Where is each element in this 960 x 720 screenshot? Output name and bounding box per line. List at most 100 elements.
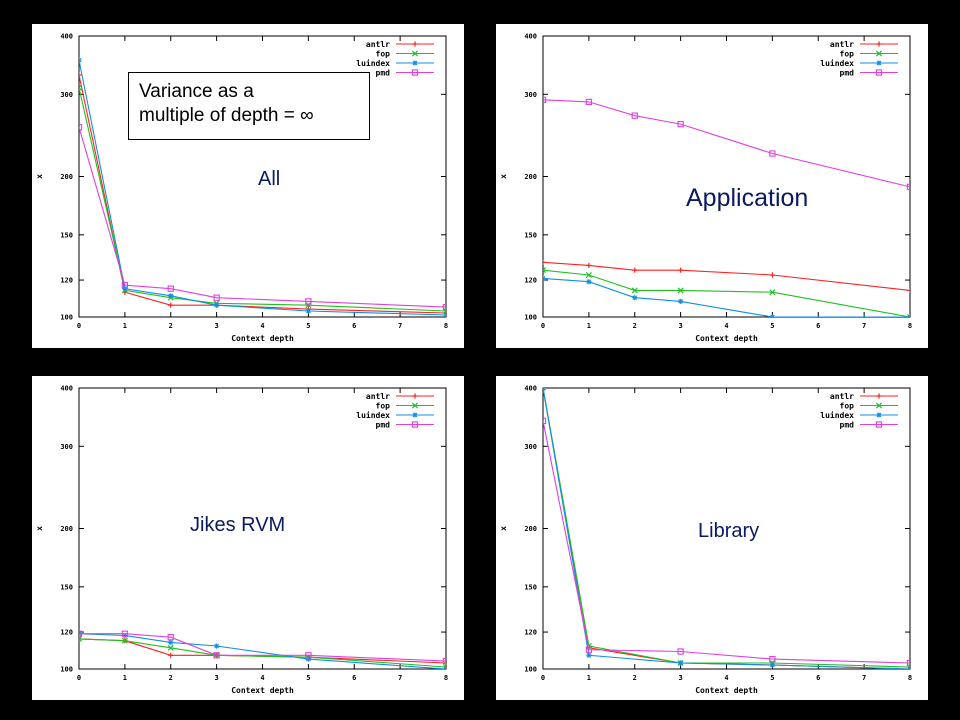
y-tick-label: 400 xyxy=(60,33,73,41)
data-point-luindex xyxy=(168,293,174,299)
x-tick-label: 4 xyxy=(260,674,264,682)
x-tick-label: 4 xyxy=(724,322,728,330)
data-point-pmd xyxy=(167,634,174,641)
data-point-pmd xyxy=(543,417,547,425)
panel-title-application: Application xyxy=(686,184,809,212)
x-tick-label: 5 xyxy=(306,322,310,330)
data-point-fop xyxy=(585,272,592,279)
data-point-pmd xyxy=(906,183,910,191)
legend-label-luindex: luindex xyxy=(356,410,390,420)
x-tick-label: 1 xyxy=(587,674,591,682)
legend-label-fop: fop xyxy=(840,50,855,59)
data-point-fop xyxy=(543,267,547,274)
x-tick-label: 0 xyxy=(77,674,81,682)
y-tick-label: 100 xyxy=(524,666,537,674)
legend-marker-luindex xyxy=(412,60,418,66)
series-line-luindex xyxy=(543,277,910,317)
panel-all: 100 120 150 200 300 400 0 1 2 3 4 5 6 7 8 Context depth… xyxy=(32,24,464,348)
legend-label-fop: fop xyxy=(376,402,391,411)
data-point-pmd xyxy=(585,646,593,653)
x-axis-label: Context depth xyxy=(695,334,758,343)
x-tick-label: 0 xyxy=(541,674,545,682)
plot-frame xyxy=(542,35,911,318)
data-point-pmd xyxy=(906,659,910,667)
series-line-luindex xyxy=(79,60,446,316)
x-axis-label: Context depth xyxy=(695,686,758,695)
legend-marker-fop xyxy=(411,50,419,57)
data-point-luindex xyxy=(214,302,220,308)
legend-label-fop: fop xyxy=(376,50,391,59)
x-tick-label: 4 xyxy=(724,674,728,682)
x-axis-label: Context depth xyxy=(231,686,294,695)
x-tick-label: 1 xyxy=(587,322,591,330)
data-point-luindex xyxy=(543,388,546,391)
y-tick-label: 150 xyxy=(60,231,73,239)
legend-label-antlr: antlr xyxy=(366,40,390,49)
data-point-luindex xyxy=(443,666,446,669)
y-tick-label: 120 xyxy=(524,277,537,285)
y-tick-label: 150 xyxy=(60,583,73,591)
legend-label-antlr: antlr xyxy=(830,392,854,401)
data-point-luindex xyxy=(769,314,775,317)
data-point-fop xyxy=(677,287,684,294)
data-point-antlr xyxy=(168,302,174,308)
data-point-luindex xyxy=(678,298,684,305)
panel-application: 100 120 150 200 300 400 0 1 2 3 4 5 6 7 8 Context depth… xyxy=(496,24,928,348)
data-point-luindex xyxy=(305,308,311,314)
data-point-fop xyxy=(79,84,83,91)
y-axis-label: x xyxy=(35,174,44,179)
panel-title-all: All xyxy=(258,168,281,190)
x-tick-label: 7 xyxy=(398,322,402,330)
x-tick-label: 1 xyxy=(123,322,127,330)
plot-area xyxy=(79,630,446,669)
data-point-pmd xyxy=(305,652,312,659)
data-point-pmd xyxy=(305,298,312,305)
data-point-pmd xyxy=(677,120,684,128)
legend-marker-antlr xyxy=(876,393,882,399)
x-tick-label: 6 xyxy=(816,674,820,682)
series-line-antlr xyxy=(543,261,910,291)
x-tick-label: 0 xyxy=(77,322,81,330)
x-tick-label: 8 xyxy=(444,674,448,682)
legend-marker-luindex xyxy=(876,60,882,66)
series-line-pmd xyxy=(543,99,910,188)
variance-note-line1: Variance as a xyxy=(139,81,254,102)
y-tick-label: 300 xyxy=(524,91,537,99)
legend-label-pmd: pmd xyxy=(376,421,391,430)
y-tick-label: 400 xyxy=(524,385,537,393)
data-point-luindex xyxy=(543,275,546,281)
x-tick-label: 2 xyxy=(169,674,173,682)
data-point-luindex xyxy=(907,314,910,317)
data-point-antlr xyxy=(678,267,684,273)
data-point-antlr xyxy=(586,262,592,268)
legend-label-pmd: pmd xyxy=(840,69,855,78)
data-point-antlr xyxy=(632,267,638,273)
legend-marker-pmd xyxy=(875,421,883,428)
legend-marker-luindex xyxy=(412,412,418,418)
data-point-fop xyxy=(167,644,174,651)
y-tick-label: 400 xyxy=(60,385,73,393)
y-tick-label: 200 xyxy=(524,173,537,181)
legend-label-fop: fop xyxy=(840,402,855,411)
data-point-pmd xyxy=(769,655,776,663)
legend-marker-fop xyxy=(875,50,883,57)
data-point-antlr xyxy=(543,259,546,265)
data-point-fop xyxy=(631,287,638,294)
y-tick-label: 150 xyxy=(524,231,537,239)
x-axis-label: Context depth xyxy=(231,334,294,343)
data-point-fop xyxy=(769,289,776,296)
legend-label-luindex: luindex xyxy=(820,410,854,420)
x-tick-label: 6 xyxy=(816,322,820,330)
data-point-luindex xyxy=(443,312,446,317)
data-point-luindex xyxy=(769,662,775,668)
y-tick-label: 100 xyxy=(60,666,73,674)
x-tick-label: 3 xyxy=(679,674,683,682)
panel-jikes: 100 120 150 200 300 400 0 1 2 3 4 5 6 7 8 Context depth… xyxy=(32,376,464,700)
data-point-pmd xyxy=(442,657,446,665)
legend-marker-antlr xyxy=(412,41,418,47)
y-tick-label: 400 xyxy=(524,33,537,41)
data-point-luindex xyxy=(168,639,174,646)
data-point-pmd xyxy=(121,282,129,289)
data-point-pmd xyxy=(585,98,593,106)
data-point-fop xyxy=(79,635,83,642)
